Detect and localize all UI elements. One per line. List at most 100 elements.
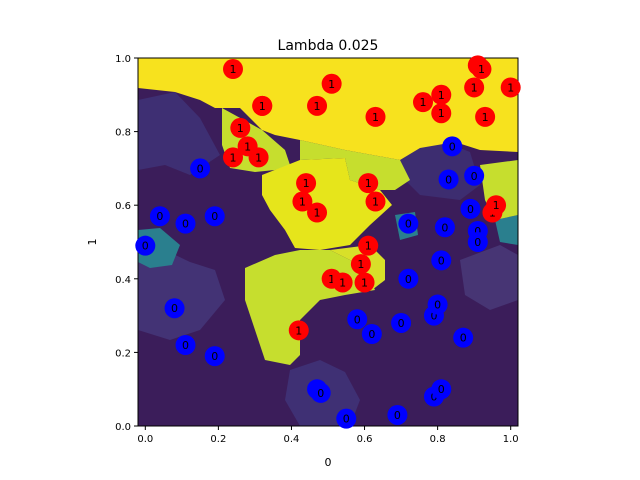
point-class-1: 1 [486, 195, 507, 216]
point-class-1: 1 [358, 235, 379, 256]
point-label: 0 [343, 413, 350, 426]
point-class-1: 1 [431, 84, 452, 105]
point-marker [292, 191, 313, 212]
point-label: 1 [328, 78, 335, 91]
point-label: 1 [314, 100, 321, 113]
surface-patch-lime-2 [300, 140, 410, 190]
point-marker [230, 117, 251, 138]
point-class-0: 0 [336, 408, 357, 429]
y-axis: 0.0 0.2 0.4 0.6 0.8 1.0 [115, 54, 138, 433]
point-class-0: 0 [135, 235, 156, 256]
y-tick-label: 0.6 [115, 201, 131, 212]
y-tick-label: 1.0 [115, 54, 131, 65]
surface-region-class1-center [262, 158, 392, 250]
point-label: 1 [438, 89, 445, 102]
point-marker [486, 195, 507, 216]
point-class-1: 1 [288, 320, 309, 341]
point-class-0: 0 [175, 213, 196, 234]
y-axis-label: 1 [86, 239, 99, 246]
point-class-1: 1 [413, 92, 433, 113]
chart-title: Lambda 0.025 [278, 38, 379, 54]
point-marker [434, 217, 455, 238]
point-marker [438, 169, 459, 190]
point-marker [431, 250, 452, 271]
point-marker [391, 312, 412, 333]
point-label: 1 [237, 122, 244, 135]
point-class-1: 1 [230, 117, 251, 138]
point-class-0: 0 [460, 198, 481, 219]
point-marker [321, 73, 342, 94]
point-marker [358, 235, 379, 256]
point-class-0: 0 [149, 206, 170, 227]
point-marker [223, 147, 243, 168]
surface-patch-mid-1 [138, 92, 220, 175]
point-class-0: 0 [453, 327, 474, 348]
x-tick-label: 0.6 [357, 434, 373, 445]
point-label: 0 [434, 299, 441, 312]
point-label: 0 [460, 332, 467, 345]
surface-region-class1-top [138, 58, 518, 160]
x-axis: 0.0 0.2 0.4 0.6 0.8 1.0 [137, 426, 519, 445]
point-marker [248, 147, 269, 168]
point-marker [464, 77, 485, 98]
point-class-1: 1 [248, 147, 269, 168]
point-marker [427, 294, 448, 315]
point-marker [500, 77, 521, 98]
point-label: 0 [474, 236, 481, 249]
y-tick-label: 0.2 [115, 348, 131, 359]
point-class-0: 0 [427, 294, 448, 315]
point-label: 0 [449, 140, 456, 153]
point-class-1: 1 [321, 73, 342, 94]
point-marker [223, 59, 243, 80]
point-marker [475, 106, 496, 127]
point-marker [464, 165, 485, 186]
point-label: 1 [420, 96, 427, 109]
point-marker [252, 95, 273, 116]
surface-patch-mid-5 [460, 245, 518, 310]
point-marker [365, 106, 386, 127]
point-class-1: 1 [464, 77, 485, 98]
plot-area: 0000000000000000000000000000001111111111… [135, 55, 521, 429]
point-label: 1 [471, 81, 478, 94]
point-label: 0 [398, 317, 405, 330]
point-label: 0 [445, 173, 452, 186]
point-class-1: 1 [475, 106, 496, 127]
point-label: 0 [430, 310, 437, 323]
surface-patch-mid-2 [138, 250, 225, 340]
point-label: 0 [211, 210, 218, 223]
point-marker [460, 198, 481, 219]
point-label: 0 [471, 170, 478, 183]
point-marker [347, 309, 368, 330]
point-class-0: 0 [175, 335, 196, 356]
point-marker [332, 272, 353, 293]
y-tick-label: 0.4 [115, 275, 131, 286]
point-marker [175, 213, 196, 234]
point-label: 0 [142, 240, 149, 253]
point-label: 1 [365, 177, 372, 190]
point-marker [307, 202, 328, 223]
point-marker [387, 404, 408, 425]
point-marker [431, 379, 452, 400]
point-class-0: 0 [204, 206, 225, 227]
point-class-0: 0 [467, 232, 488, 252]
point-class-1: 1 [350, 254, 371, 275]
point-class-1: 1 [354, 272, 375, 293]
point-marker [204, 206, 225, 227]
point-class-0: 0 [438, 169, 459, 190]
point-marker [467, 232, 488, 252]
point-marker [365, 191, 386, 212]
point-label: 1 [361, 276, 368, 289]
point-class-0: 0 [310, 382, 331, 403]
x-tick-label: 0.2 [210, 434, 226, 445]
point-class-1: 1 [307, 202, 328, 223]
point-label: 1 [478, 63, 485, 76]
point-class-0: 0 [347, 309, 368, 330]
point-class-1: 1 [358, 173, 379, 194]
point-class-0: 0 [434, 217, 455, 238]
point-marker [307, 95, 328, 116]
point-class-1: 1 [296, 173, 317, 194]
point-label: 1 [493, 199, 500, 212]
point-label: 0 [441, 221, 448, 234]
point-label: 0 [171, 302, 178, 315]
point-label: 0 [394, 409, 401, 422]
